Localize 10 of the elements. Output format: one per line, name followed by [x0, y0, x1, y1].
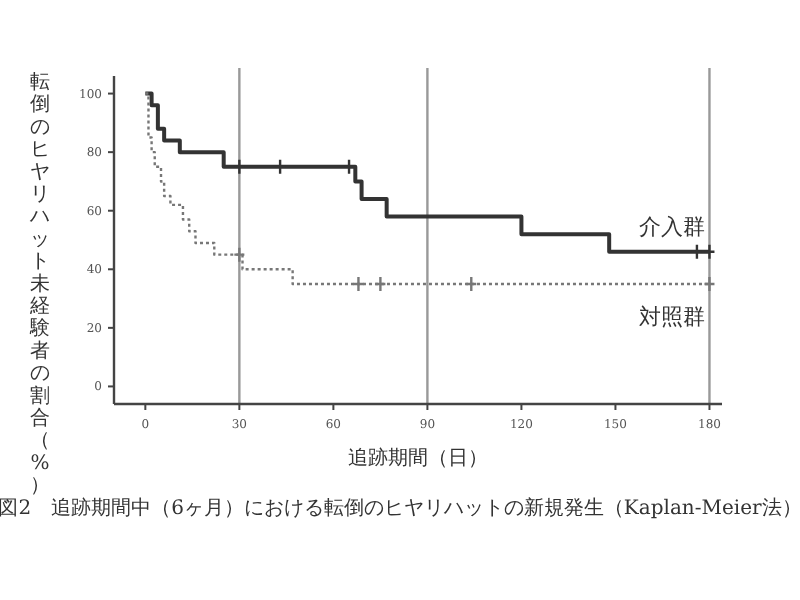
- text: 転倒のヒヤリハット未経験者の割合（%）: [30, 72, 50, 498]
- point: [703, 275, 716, 293]
- point: [465, 275, 478, 293]
- point: [352, 275, 365, 293]
- x-axis-title: 追跡期間（日）: [348, 446, 488, 470]
- point: [374, 275, 387, 293]
- caption: 図2 追跡期間中（6ヶ月）における転倒のヒヤリハットの新規発生（Kaplan-Meier法）: [0, 496, 800, 520]
- series-label: 対照群: [639, 303, 706, 330]
- point: [233, 246, 246, 263]
- series-label: 介入群: [639, 213, 706, 240]
